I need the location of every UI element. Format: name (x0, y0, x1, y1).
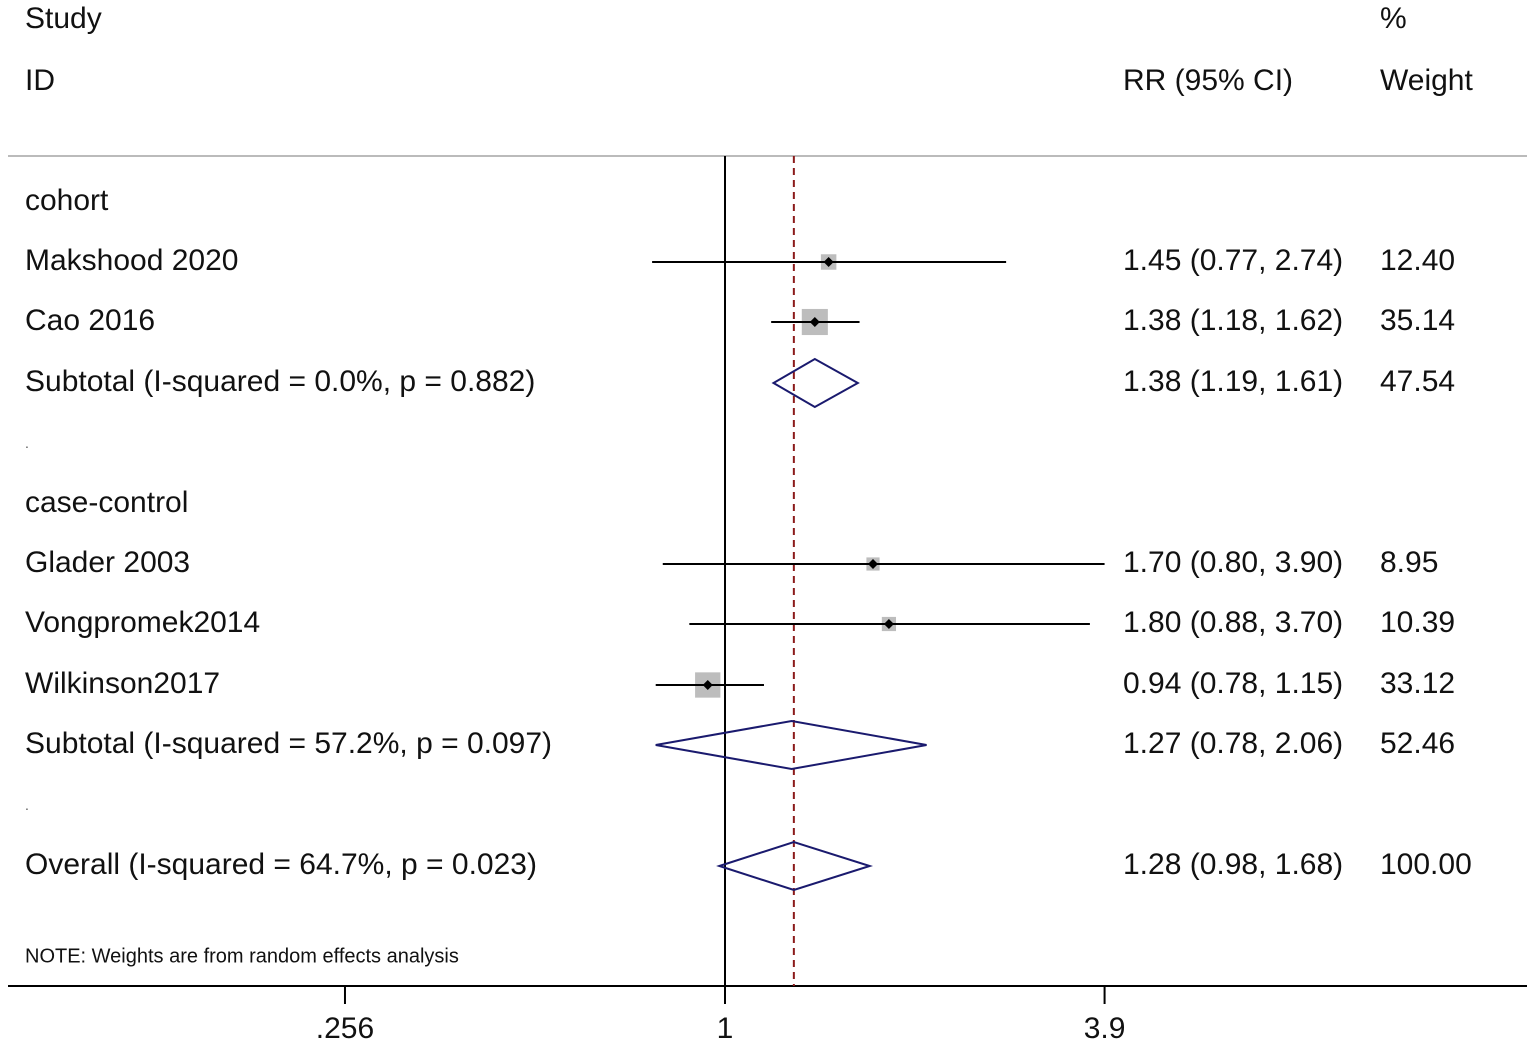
x-tick-label: 3.9 (1084, 1012, 1126, 1045)
header-pct: % (1380, 2, 1407, 35)
ci-text: 1.27 (0.78, 2.06) (1123, 727, 1343, 760)
row-label: Glader 2003 (25, 546, 190, 579)
x-tick-label: 1 (717, 1012, 734, 1045)
row-label: Cao 2016 (25, 304, 155, 337)
weight-text: 52.46 (1380, 727, 1455, 760)
ci-text: 1.38 (1.18, 1.62) (1123, 304, 1343, 337)
row-label: Makshood 2020 (25, 244, 239, 277)
point-estimate (809, 317, 820, 327)
ci-text: 0.94 (0.78, 1.15) (1123, 667, 1343, 700)
header-id: ID (25, 64, 55, 97)
ci-text: 1.45 (0.77, 2.74) (1123, 244, 1343, 277)
group-label: case-control (25, 486, 188, 519)
ci-text: 1.80 (0.88, 3.70) (1123, 606, 1343, 639)
subtotal-diamond (655, 719, 927, 771)
row-label: Wilkinson2017 (25, 667, 220, 700)
group-label: cohort (25, 184, 109, 217)
weight-text: 10.39 (1380, 606, 1455, 639)
ci-text: 1.38 (1.19, 1.61) (1123, 365, 1343, 398)
ci-text: 1.28 (0.98, 1.68) (1123, 848, 1343, 881)
x-tick-label: .256 (316, 1012, 374, 1045)
row-label: Subtotal (I-squared = 0.0%, p = 0.882) (25, 365, 535, 398)
point-estimate (867, 559, 878, 569)
row-label: Vongpromek2014 (25, 606, 260, 639)
weight-text: 47.54 (1380, 365, 1455, 398)
point-estimate (883, 619, 894, 629)
spacer-dot: . (25, 435, 29, 451)
header-weight: Weight (1380, 64, 1473, 97)
weight-text: 8.95 (1380, 546, 1438, 579)
row-label: Subtotal (I-squared = 57.2%, p = 0.097) (25, 727, 552, 760)
subtotal-diamond (771, 357, 860, 409)
header-study: Study (25, 2, 102, 35)
overall-diamond (716, 840, 874, 892)
ci-text: 1.70 (0.80, 3.90) (1123, 546, 1343, 579)
weight-text: 33.12 (1380, 667, 1455, 700)
weight-text: 100.00 (1380, 848, 1472, 881)
footnote: NOTE: Weights are from random effects an… (25, 945, 459, 967)
spacer-dot: . (25, 797, 29, 813)
point-estimate (702, 680, 713, 690)
point-estimate (823, 257, 834, 267)
row-label: Overall (I-squared = 64.7%, p = 0.023) (25, 848, 537, 881)
weight-text: 35.14 (1380, 304, 1455, 337)
header-ci: RR (95% CI) (1123, 64, 1293, 97)
weight-text: 12.40 (1380, 244, 1455, 277)
